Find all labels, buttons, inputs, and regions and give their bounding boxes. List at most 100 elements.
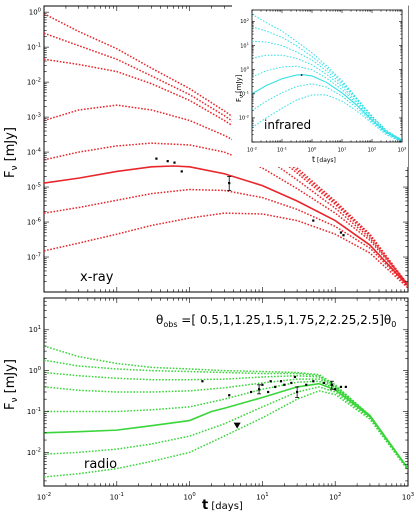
xray-ytick-label-3: 10-3: [27, 112, 41, 121]
infrared-xtick-label-3: 101: [338, 146, 347, 153]
infrared-xtick-label-4: 102: [368, 146, 377, 153]
xray-data-point-4: [227, 176, 232, 191]
infrared-ylabel-sub: ν: [239, 95, 245, 98]
radio-data-point-2: [250, 390, 253, 394]
xray-data-point-0: [155, 157, 158, 160]
infrared-ytick-label-0: 102: [240, 18, 249, 25]
infrared-xlabel-unit: [days]: [315, 157, 336, 164]
infrared-xlabel: t [days]: [312, 155, 336, 164]
radio-data-point-15: [322, 381, 326, 385]
infrared-xlabel-main: t: [312, 155, 315, 164]
radio-data-point-12: [295, 386, 300, 398]
xray-series-5: [44, 165, 408, 287]
radio-data-point-8: [279, 380, 283, 383]
infrared-series-6: [252, 83, 402, 142]
infrared-xtick-label-2: 100: [308, 146, 317, 153]
radio-xtick-label-4: 102: [329, 492, 341, 501]
radio-data-point-0: [201, 380, 204, 383]
theta-annotation-tail-sub: 0: [391, 320, 396, 329]
radio-upper-limit-0: [233, 422, 241, 429]
radio-ytick-label-3: 10-2: [27, 448, 41, 457]
radio-panel: 101 100 10-1 10-2 10-2 10-1 100 101 102 103 radio…: [3, 297, 414, 513]
xray-data-point-2: [173, 161, 176, 164]
xray-series-layer: [44, 13, 408, 289]
xray-series-2: [44, 58, 408, 286]
radio-ylabel-main: F: [3, 403, 18, 410]
radio-data-point-17: [334, 388, 337, 391]
infrared-series-1: [252, 26, 402, 141]
xray-band-label: x-ray: [80, 270, 114, 285]
xray-data-point-1: [166, 160, 169, 163]
xray-ytick-label-6: 10-6: [27, 217, 42, 226]
xray-ytick-label-7: 10-7: [27, 252, 41, 261]
xray-series-1: [44, 32, 408, 286]
xray-ytick-label-0: 100: [29, 7, 41, 16]
xray-series-7: [44, 212, 408, 289]
radio-xlabel: t [days]: [202, 498, 243, 513]
infrared-band-label: infrared: [264, 118, 311, 132]
radio-data-point-7: [274, 385, 277, 388]
infrared-series-5: [252, 74, 402, 142]
infrared-series-layer: [252, 13, 402, 142]
xray-data-point-3: [180, 170, 183, 173]
xray-ytick-label-5: 10-5: [27, 182, 41, 191]
infrared-ylabel: Fν [mJy]: [235, 74, 245, 102]
radio-xtick-label-2: 100: [183, 492, 195, 501]
theta-annotation: θobs =[ 0.5,1,1.25,1.5,1.75,2,2.25,2.5]θ…: [156, 313, 396, 329]
infrared-plot-frame: [251, 9, 403, 143]
radio-data-point-1: [228, 394, 231, 397]
radio-data-point-11: [293, 375, 297, 379]
radio-data-point-10: [290, 381, 293, 385]
xray-series-4: [44, 142, 408, 286]
infrared-ytick-label-4: 10-2: [239, 114, 250, 121]
infrared-ylabel-main: F: [235, 98, 243, 102]
radio-xtick-label-1: 10-1: [110, 492, 124, 501]
xray-series-0: [44, 13, 408, 286]
radio-data-point-16: [329, 380, 334, 390]
infrared-ticks-layer: [251, 9, 403, 143]
radio-data-point-3: [257, 384, 262, 395]
infrared-xtick-label-1: 10-1: [277, 146, 288, 153]
radio-ytick-label-1: 100: [29, 366, 41, 375]
radio-data-point-9: [283, 383, 286, 386]
radio-series-0: [44, 345, 408, 470]
radio-xtick-label-3: 101: [256, 492, 268, 501]
infrared-xtick-label-0: 10-2: [247, 146, 258, 153]
infrared-ytick-label-3: 10-1: [239, 90, 250, 97]
xray-series-3: [44, 104, 408, 286]
radio-ticks-layer: [43, 297, 409, 486]
infrared-series-0: [252, 13, 402, 141]
infrared-tick-labels: 102 101 100 10-1 10-2 10-2 10-1 100 101 102 103: [239, 18, 407, 154]
radio-series-3: [44, 378, 408, 470]
theta-annotation-values: =[ 0.5,1,1.25,1.5,1.75,2,2.25,2.5]θ: [177, 313, 391, 327]
infrared-data-point-0: [300, 74, 303, 76]
radio-xlabel-main: t: [202, 498, 208, 513]
infrared-ytick-label-2: 100: [240, 66, 249, 73]
xray-ylabel-main: F: [3, 171, 18, 178]
radio-ylabel: Fν [mJy]: [3, 359, 20, 410]
radio-xtick-label-5: 103: [402, 492, 414, 501]
xray-ytick-label-2: 10-2: [27, 77, 41, 86]
xray-ylabel-sub: ν: [10, 165, 20, 170]
infrared-series-7: [252, 94, 402, 142]
radio-ylabel-unit: [mJy]: [3, 359, 18, 397]
xray-data-point-6: [339, 231, 343, 234]
radio-ytick-label-2: 10-1: [27, 407, 41, 416]
radio-xlabel-unit: [days]: [208, 501, 243, 512]
radio-data-point-4: [261, 383, 264, 386]
infrared-points-layer: [300, 74, 303, 76]
xray-data-point-7: [342, 234, 345, 237]
infrared-xtick-label-5: 103: [398, 146, 407, 153]
radio-data-point-5: [267, 390, 270, 394]
xray-ytick-label-4: 10-4: [27, 147, 42, 156]
xray-ytick-label-1: 10-1: [27, 42, 41, 51]
radio-data-point-18: [339, 385, 343, 388]
radio-ylabel-sub: ν: [10, 397, 20, 402]
radio-tick-labels: 101 100 10-1 10-2 10-2 10-1 100 101 102 103: [27, 325, 414, 501]
xray-points-layer: [155, 157, 345, 237]
infrared-inset: 102 101 100 10-1 10-2 10-2 10-1 100 101 102 103 in…: [232, 5, 408, 167]
radio-data-point-13: [305, 383, 308, 386]
radio-points-layer: [201, 375, 347, 429]
xray-tick-labels: 100 10-1 10-2 10-3 10-4 10-5 10-6 10-7: [27, 7, 42, 261]
